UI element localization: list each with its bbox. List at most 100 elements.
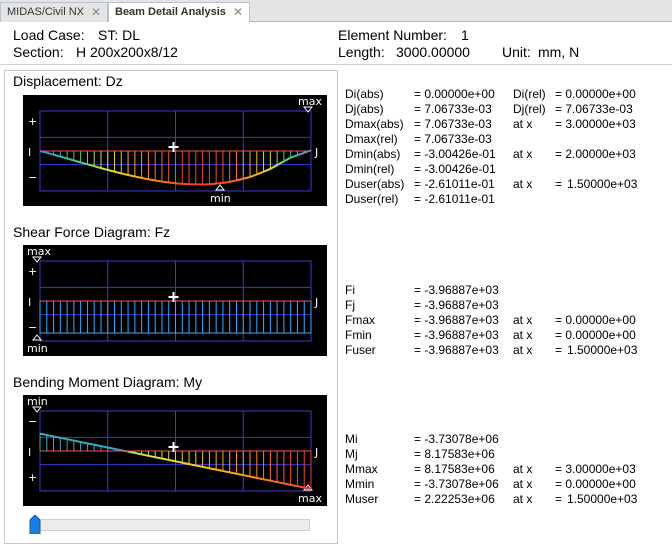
moment-curve (236, 472, 244, 477)
close-icon[interactable]: ✕ (232, 5, 243, 19)
result-label: Dmin(rel) (345, 162, 395, 176)
result-label: Duser(rel) (345, 192, 399, 206)
result-value-2: = (555, 177, 563, 191)
displacement-curve (53, 153, 61, 158)
tab-bar: MIDAS/Civil NX ✕ Beam Detail Analysis ✕ (0, 0, 672, 22)
result-label: Dmax(abs) (345, 117, 404, 131)
result-value-2: = 3.00000e+03 (555, 117, 636, 131)
beam-detail-panel: Load Case: ST: DL Section: H 200x200x8/1… (0, 22, 672, 547)
moment-curve (229, 471, 237, 475)
position-slider-track[interactable] (34, 519, 310, 531)
result-label-2: at x (513, 462, 533, 476)
moment-curve (222, 470, 230, 474)
max-label: max (298, 95, 322, 108)
moment-curve (297, 485, 305, 489)
element-number-value: 1 (461, 27, 469, 43)
moment-curve (175, 460, 183, 464)
moment-curve (270, 479, 278, 484)
displacement-curve (216, 181, 224, 185)
result-label: Fmin (345, 328, 372, 342)
tab-beam-detail-analysis[interactable]: Beam Detail Analysis ✕ (108, 2, 250, 22)
displacement-curve (175, 182, 183, 185)
result-value-2: = 2.00000e+03 (555, 147, 636, 161)
tab-midas-civil[interactable]: MIDAS/Civil NX ✕ (0, 2, 108, 22)
displacement-curve (236, 177, 244, 182)
displacement-curve (290, 154, 298, 159)
moment-curve (107, 446, 115, 450)
moment-curve (73, 439, 81, 443)
moment-curve (60, 436, 68, 441)
result-value-2: = 0.00000e+00 (555, 313, 636, 327)
result-label: Fmax (345, 313, 375, 327)
displacement-curve (66, 157, 75, 162)
result-label: Mmin (345, 477, 375, 491)
max-marker (302, 106, 314, 113)
min-label: min (27, 342, 48, 355)
result-label: Fi (345, 283, 355, 297)
displacement-curve (242, 176, 251, 180)
end-label-j: J (314, 446, 318, 459)
displacement-curve (127, 174, 136, 178)
min-label: min (210, 192, 231, 205)
displacement-curve (80, 161, 88, 166)
displacement-curve (269, 164, 278, 170)
result-label-2: at x (513, 343, 533, 357)
displacement-curve (73, 159, 81, 164)
result-label: Dmin(abs) (345, 147, 401, 161)
result-label: Dmax(rel) (345, 132, 398, 146)
result-value-2: = 7.06733e-03 (555, 102, 633, 116)
moment-curve (249, 475, 258, 479)
result-label: Duser(abs) (345, 177, 405, 191)
header-divider (0, 64, 672, 65)
displacement-curve (209, 182, 217, 186)
moment-curve (100, 445, 108, 449)
result-value-2: = 0.00000e+00 (555, 87, 636, 101)
result-value: = 0.00000e+00 (414, 87, 495, 101)
max-label: max (298, 492, 322, 505)
moment-curve (161, 457, 169, 461)
displacement-curve (229, 179, 237, 183)
unit-value: mm, N (538, 44, 580, 60)
displacement-curve (222, 180, 230, 184)
moment-curve (66, 438, 75, 442)
side-label: − (28, 171, 37, 184)
displacement-curve (114, 170, 122, 175)
displacement-curve (276, 160, 285, 166)
displacement-curve (168, 181, 176, 185)
result-value-2: = 3.00000e+03 (555, 462, 636, 476)
result-value: = -3.73078e+06 (414, 477, 499, 491)
result-label-2: at x (513, 313, 533, 327)
moment-curve (87, 442, 95, 446)
close-icon[interactable]: ✕ (90, 5, 101, 19)
result-value: = -2.61011e-01 (414, 192, 495, 206)
max-label: max (27, 245, 51, 258)
moment-curve (53, 435, 61, 439)
result-label: Fj (345, 298, 355, 312)
result-value: = 2.22253e+06 (414, 492, 495, 506)
tab-label: MIDAS/Civil NX (7, 6, 85, 18)
result-value-user: 1.50000e+03 (567, 343, 638, 357)
position-slider-thumb[interactable] (29, 515, 41, 534)
moment-curve (276, 481, 285, 485)
result-value: = -3.00426e-01 (414, 162, 496, 176)
side-label: I (28, 446, 31, 459)
bending-moment-title: Bending Moment Diagram: My (13, 374, 203, 390)
displacement-curve (141, 177, 149, 181)
result-value-user: 1.50000e+03 (567, 492, 638, 506)
load-case-label: Load Case: (13, 27, 85, 43)
end-label-j: J (314, 146, 318, 159)
result-label-2: at x (513, 147, 533, 161)
moment-curve (93, 443, 102, 448)
moment-curve (283, 482, 291, 486)
section-value: H 200x200x8/12 (76, 44, 178, 60)
result-label-2: Dj(rel) (513, 102, 546, 116)
shear-force-title: Shear Force Diagram: Fz (13, 224, 171, 240)
result-value-2: = (555, 343, 563, 357)
moment-curve (80, 440, 88, 445)
result-value-user: 1.50000e+03 (567, 177, 638, 191)
